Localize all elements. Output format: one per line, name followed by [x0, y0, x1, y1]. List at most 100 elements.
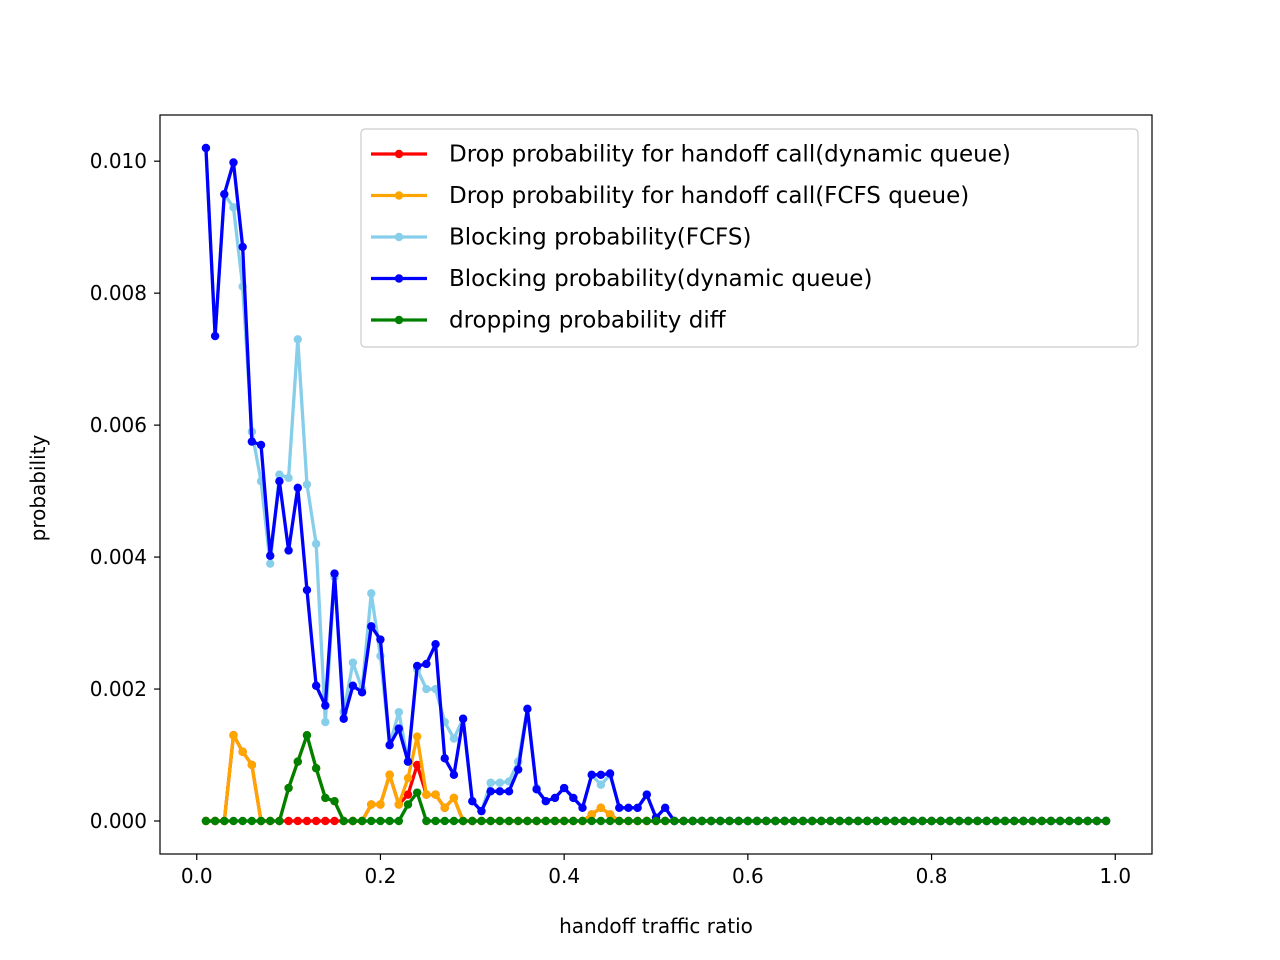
- data-point: [954, 816, 964, 826]
- data-point: [357, 688, 367, 697]
- data-point: [945, 816, 955, 826]
- data-point: [495, 787, 505, 796]
- data-point: [523, 816, 532, 826]
- data-point: [403, 757, 413, 766]
- data-point: [367, 816, 376, 826]
- data-point: [890, 816, 900, 826]
- data-point: [449, 816, 459, 826]
- legend-swatch-marker: [394, 315, 404, 325]
- data-point: [495, 816, 505, 826]
- data-point: [706, 816, 716, 826]
- data-point: [247, 816, 257, 826]
- data-point: [477, 816, 486, 826]
- data-point: [367, 800, 376, 809]
- data-point: [587, 816, 596, 826]
- data-point: [486, 787, 495, 796]
- data-point: [440, 803, 449, 813]
- data-point: [633, 803, 642, 813]
- data-point: [853, 816, 863, 826]
- y-tick-label: 0.000: [90, 809, 147, 833]
- data-point: [1055, 816, 1065, 826]
- data-point: [440, 816, 449, 826]
- data-point: [367, 622, 376, 631]
- data-point: [495, 778, 505, 787]
- data-point: [559, 783, 569, 793]
- data-point: [238, 747, 247, 756]
- data-point: [550, 793, 560, 803]
- data-point: [762, 816, 771, 826]
- data-point: [651, 816, 661, 826]
- data-point: [247, 760, 257, 770]
- data-point: [321, 793, 330, 803]
- data-point: [348, 681, 358, 690]
- data-point: [394, 816, 404, 826]
- data-point: [468, 797, 477, 806]
- data-point: [394, 800, 404, 809]
- data-point: [293, 757, 302, 766]
- x-axis: 0.0 0.2 0.4 0.6 0.8 1.0: [181, 854, 1131, 888]
- y-tick-label: 0.008: [90, 281, 147, 305]
- y-tick-label: 0.002: [90, 677, 147, 701]
- data-point: [229, 158, 238, 167]
- data-point: [826, 816, 835, 826]
- legend-swatch-marker: [394, 149, 404, 159]
- data-point: [872, 816, 881, 826]
- data-point: [1046, 816, 1056, 826]
- data-point: [532, 785, 541, 794]
- data-point: [615, 816, 624, 826]
- data-point: [385, 770, 394, 780]
- data-point: [725, 816, 734, 826]
- data-point: [266, 559, 275, 568]
- data-point: [798, 816, 808, 826]
- data-point: [615, 803, 624, 813]
- data-point: [403, 790, 413, 799]
- data-point: [431, 816, 440, 826]
- data-point: [1010, 816, 1019, 826]
- data-point: [321, 717, 330, 727]
- data-point: [229, 203, 238, 212]
- data-point: [596, 816, 606, 826]
- data-point: [311, 816, 321, 826]
- data-point: [385, 816, 394, 826]
- data-point: [1092, 816, 1102, 826]
- data-point: [596, 803, 606, 813]
- data-point: [807, 816, 817, 826]
- data-point: [936, 816, 945, 826]
- data-point: [596, 780, 606, 789]
- data-point: [927, 816, 936, 826]
- data-point: [863, 816, 872, 826]
- data-point: [752, 816, 762, 826]
- data-point: [642, 790, 652, 799]
- x-tick-label: 0.4: [548, 864, 580, 888]
- data-point: [688, 816, 697, 826]
- y-axis-label: probability: [26, 434, 50, 541]
- data-point: [578, 803, 587, 813]
- x-tick-label: 0.0: [181, 864, 213, 888]
- data-point: [771, 816, 780, 826]
- data-point: [210, 816, 220, 826]
- series-layer: [201, 143, 1111, 826]
- data-point: [229, 816, 238, 826]
- data-point: [330, 569, 339, 578]
- data-point: [275, 477, 284, 486]
- data-point: [973, 816, 982, 826]
- data-point: [321, 816, 330, 826]
- data-point: [523, 704, 532, 714]
- data-point: [504, 787, 514, 796]
- data-point: [468, 816, 477, 826]
- data-point: [1065, 816, 1074, 826]
- legend-label: Blocking probability(FCFS): [449, 225, 751, 251]
- data-point: [660, 816, 670, 826]
- y-tick-label: 0.006: [90, 413, 147, 437]
- data-point: [670, 816, 679, 826]
- data-point: [376, 800, 385, 809]
- data-point: [541, 797, 550, 806]
- data-point: [238, 242, 247, 252]
- legend-label: Drop probability for handoff call(dynami…: [449, 142, 1011, 168]
- x-tick-label: 0.2: [365, 864, 397, 888]
- data-point: [734, 816, 743, 826]
- data-point: [339, 816, 348, 826]
- data-point: [1074, 816, 1083, 826]
- data-point: [881, 816, 890, 826]
- data-point: [293, 483, 302, 492]
